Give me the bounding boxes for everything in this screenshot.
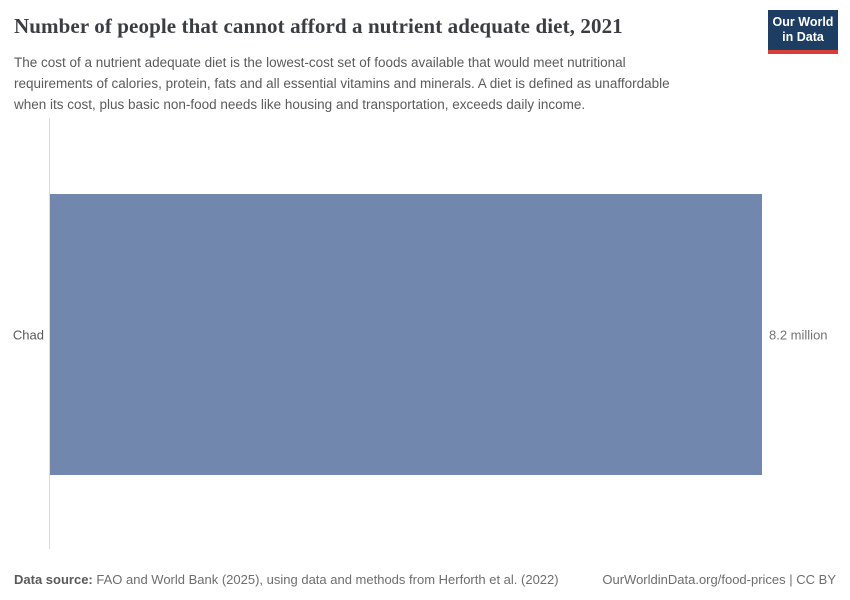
owid-logo[interactable]: Our World in Data — [768, 10, 838, 54]
bar-row: Chad 8.2 million — [0, 194, 850, 475]
owid-logo-line2: in Data — [782, 30, 824, 44]
entity-label: Chad — [12, 327, 44, 342]
chart-footer: Data source: FAO and World Bank (2025), … — [14, 572, 836, 587]
plot-area: Chad 8.2 million — [0, 118, 850, 549]
data-source-text: FAO and World Bank (2025), using data an… — [92, 572, 559, 587]
owid-url-link[interactable]: OurWorldinData.org/food-prices | CC BY — [602, 572, 836, 587]
chart-subtitle: The cost of a nutrient adequate diet is … — [14, 55, 670, 112]
data-source-note: Data source: FAO and World Bank (2025), … — [14, 572, 559, 587]
data-source-label: Data source: — [14, 572, 93, 587]
owid-logo-line1: Our World — [772, 14, 834, 29]
bar-chad[interactable] — [50, 194, 762, 475]
chart-title: Number of people that cannot afford a nu… — [14, 14, 623, 38]
value-label: 8.2 million — [769, 327, 828, 342]
y-axis-line — [49, 118, 50, 549]
